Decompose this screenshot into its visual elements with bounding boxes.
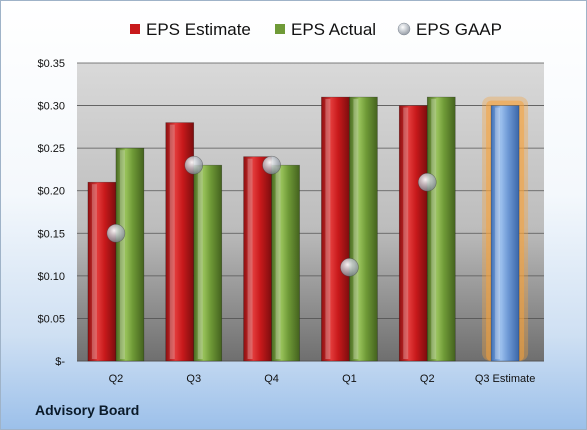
- eps-forecast-bar-highlight: [495, 107, 501, 359]
- legend-label-eps-estimate: EPS Estimate: [146, 20, 251, 39]
- y-tick-label: $0.35: [37, 58, 65, 70]
- eps-actual-bar-body: [271, 164, 300, 362]
- eps-estimate-bar-body: [321, 96, 350, 362]
- legend: EPS Estimate EPS Actual EPS GAAP: [130, 20, 502, 39]
- eps-actual-bar[interactable]: [349, 96, 378, 362]
- x-tick-label: Q4: [264, 373, 279, 385]
- gaap-point-layer: [106, 155, 437, 277]
- eps-estimate-bar-highlight: [325, 99, 331, 360]
- plot-area: [77, 63, 544, 361]
- legend-label-eps-gaap: EPS GAAP: [416, 20, 502, 39]
- y-tick-label: $-: [55, 356, 65, 368]
- x-tick-label: Q3: [186, 373, 201, 385]
- y-tick-label: $0.30: [37, 101, 65, 113]
- eps-estimate-bar-highlight: [169, 124, 175, 359]
- eps-actual-bar-highlight: [431, 99, 437, 360]
- eps-estimate-bar[interactable]: [398, 105, 428, 362]
- eps-estimate-bar-highlight: [403, 107, 409, 359]
- x-axis: Q2 Q3 Q4 Q1 Q2 Q3 Estimate: [109, 373, 536, 385]
- legend-swatch-eps-actual: [275, 24, 285, 34]
- y-tick-label: $0.15: [37, 228, 65, 240]
- eps-gaap-point[interactable]: [340, 258, 359, 277]
- eps-actual-bar-highlight: [197, 167, 203, 359]
- y-tick-label: $0.25: [37, 143, 65, 155]
- y-tick-label: $0.05: [37, 313, 65, 325]
- eps-gaap-point[interactable]: [417, 172, 437, 192]
- eps-actual-bar-highlight: [119, 150, 125, 359]
- y-tick-label: $0.10: [37, 271, 65, 283]
- x-tick-label: Q1: [342, 373, 357, 385]
- legend-swatch-eps-estimate: [130, 24, 140, 34]
- eps-forecast-bar[interactable]: [490, 105, 520, 362]
- eps-gaap-point[interactable]: [184, 155, 204, 175]
- eps-actual-bar-body: [349, 96, 378, 362]
- eps-estimate-bar-body: [87, 181, 117, 362]
- eps-estimate-bar-highlight: [91, 184, 97, 359]
- legend-item-eps-actual[interactable]: EPS Actual: [275, 20, 376, 39]
- brand-label: Advisory Board: [35, 402, 140, 418]
- gridlines: [77, 62, 544, 362]
- eps-actual-bar[interactable]: [271, 164, 300, 362]
- eps-estimate-bar-body: [243, 156, 272, 362]
- x-tick-label: Q3 Estimate: [475, 373, 536, 385]
- eps-actual-bar[interactable]: [115, 147, 145, 362]
- eps-actual-bar[interactable]: [193, 164, 223, 362]
- eps-gaap-point[interactable]: [262, 155, 281, 175]
- y-tick-label: $0.20: [37, 186, 65, 198]
- eps-actual-bar[interactable]: [426, 96, 456, 362]
- forecast-layer: [482, 96, 529, 362]
- eps-estimate-bar-highlight: [247, 158, 253, 359]
- eps-estimate-bar[interactable]: [243, 156, 272, 362]
- eps-actual-bar-highlight: [275, 167, 281, 359]
- legend-item-eps-gaap[interactable]: EPS GAAP: [397, 20, 502, 39]
- eps-estimate-bar[interactable]: [321, 96, 350, 362]
- eps-estimate-bar-body: [398, 105, 428, 362]
- eps-actual-bar-body: [426, 96, 456, 362]
- bar-layer: [87, 96, 456, 362]
- legend-label-eps-actual: EPS Actual: [291, 20, 376, 39]
- eps-actual-bar-highlight: [353, 99, 359, 360]
- eps-actual-bar-body: [115, 147, 145, 362]
- eps-gaap-point[interactable]: [106, 223, 126, 243]
- x-tick-label: Q2: [420, 373, 435, 385]
- legend-item-eps-estimate[interactable]: EPS Estimate: [130, 20, 251, 39]
- eps-forecast-bar-body: [490, 105, 520, 362]
- legend-marker-eps-gaap: [397, 22, 411, 36]
- x-tick-label: Q2: [109, 373, 124, 385]
- eps-estimate-bar[interactable]: [87, 181, 117, 362]
- y-axis: $- $0.05 $0.10 $0.15 $0.20 $0.25 $0.30 $0.35: [37, 58, 65, 368]
- eps-actual-bar-body: [193, 164, 223, 362]
